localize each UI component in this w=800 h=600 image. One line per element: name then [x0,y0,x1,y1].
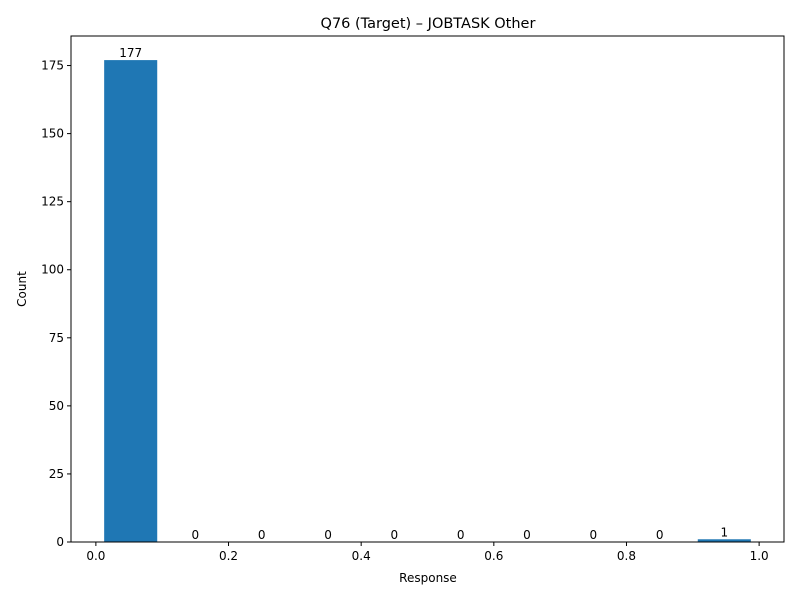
plot-frame [70,35,785,543]
bar-value-label-0: 177 [119,46,142,60]
bar-value-label-8: 0 [656,528,664,542]
bar-value-label-4: 0 [391,528,399,542]
bar-value-label-1: 0 [192,528,200,542]
bar-value-label-7: 0 [589,528,597,542]
y-tick-label-3: 75 [49,331,64,345]
y-tick-label-0: 0 [56,535,64,549]
y-tick-label-1: 25 [49,467,64,481]
bar-0 [104,60,158,542]
x-tick-label-4: 0.8 [617,549,636,563]
y-tick-label-5: 125 [41,195,64,209]
y-tick-label-7: 175 [41,59,64,73]
x-tick-label-2: 0.4 [352,549,371,563]
y-tick-label-4: 100 [41,263,64,277]
chart-title: Q76 (Target) – JOBTASK Other [321,16,536,32]
bar-value-label-6: 0 [523,528,531,542]
x-tick-label-5: 1.0 [750,549,769,563]
bar-value-label-3: 0 [324,528,332,542]
y-axis-title: Count [15,271,29,307]
bar-value-label-9: 1 [720,525,728,539]
x-tick-label-0: 0.0 [86,549,105,563]
x-tick-label-1: 0.2 [219,549,238,563]
bar-value-label-2: 0 [258,528,266,542]
x-axis-title: Response [399,571,457,585]
y-tick-label-6: 150 [41,127,64,141]
bar-value-label-5: 0 [457,528,465,542]
x-tick-label-3: 0.6 [484,549,503,563]
y-tick-label-2: 50 [49,399,64,413]
bar-9 [697,539,751,542]
